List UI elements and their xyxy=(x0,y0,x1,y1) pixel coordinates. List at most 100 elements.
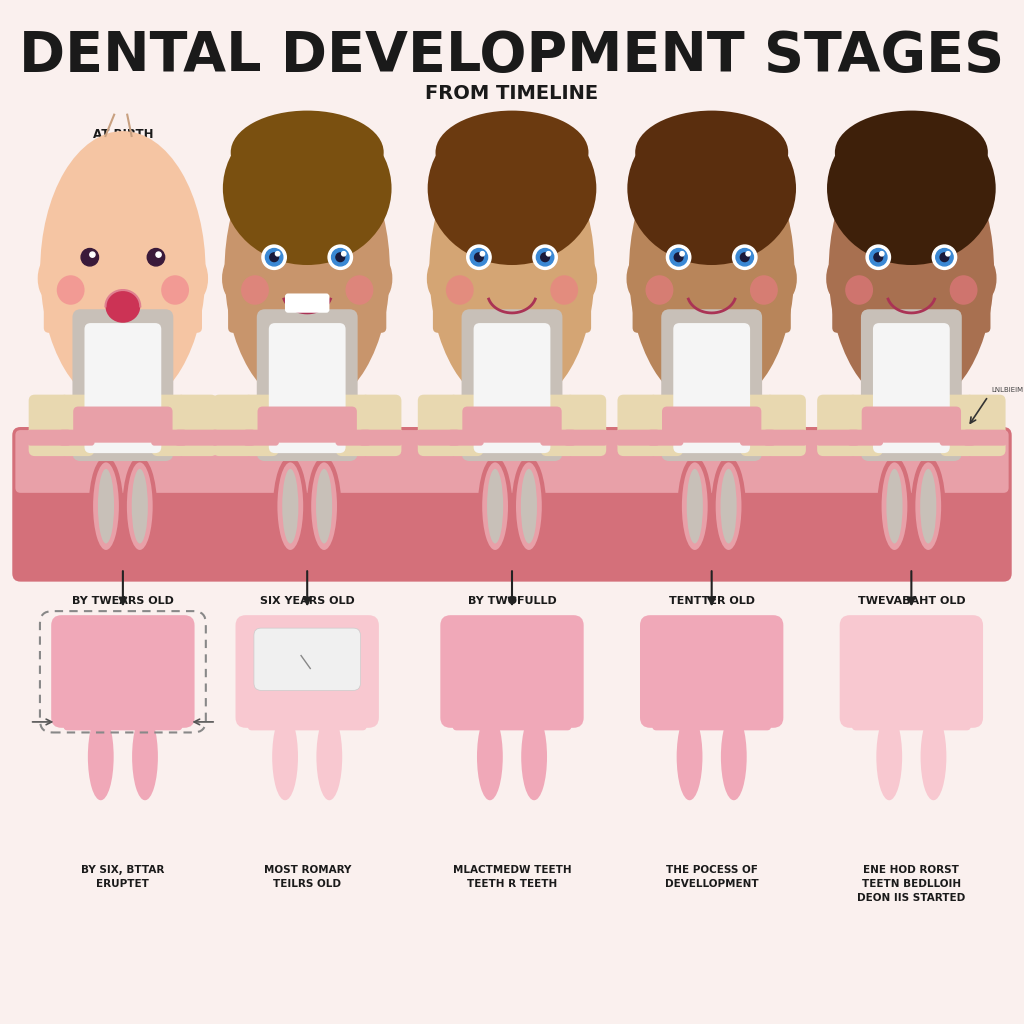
FancyBboxPatch shape xyxy=(964,430,1007,445)
Ellipse shape xyxy=(716,463,741,550)
FancyBboxPatch shape xyxy=(541,394,575,456)
Ellipse shape xyxy=(133,299,166,455)
Ellipse shape xyxy=(429,131,595,410)
FancyBboxPatch shape xyxy=(541,430,575,445)
Ellipse shape xyxy=(512,457,546,556)
Ellipse shape xyxy=(678,457,712,556)
Ellipse shape xyxy=(223,112,391,265)
FancyBboxPatch shape xyxy=(765,394,806,456)
FancyBboxPatch shape xyxy=(285,294,330,312)
FancyBboxPatch shape xyxy=(449,394,483,456)
Text: FROM TIMELINE: FROM TIMELINE xyxy=(425,84,599,103)
Ellipse shape xyxy=(635,111,788,195)
FancyBboxPatch shape xyxy=(51,615,195,728)
Text: TWO YEARS OLD: TWO YEARS OLD xyxy=(252,128,362,141)
Ellipse shape xyxy=(877,713,902,801)
FancyBboxPatch shape xyxy=(228,232,386,333)
Ellipse shape xyxy=(778,259,797,298)
Ellipse shape xyxy=(307,457,341,556)
Ellipse shape xyxy=(682,463,708,550)
Ellipse shape xyxy=(477,713,503,801)
Ellipse shape xyxy=(222,259,241,298)
Ellipse shape xyxy=(283,469,298,544)
Ellipse shape xyxy=(721,713,746,801)
FancyBboxPatch shape xyxy=(336,430,371,445)
Text: TWELVE YEARS: TWELVE YEARS xyxy=(861,128,962,141)
Text: LNLBIEIM: LNLBIEIM xyxy=(991,387,1023,393)
Ellipse shape xyxy=(629,131,795,410)
Ellipse shape xyxy=(712,457,745,556)
FancyBboxPatch shape xyxy=(152,394,186,456)
Circle shape xyxy=(147,249,165,266)
FancyBboxPatch shape xyxy=(648,430,683,445)
Ellipse shape xyxy=(826,259,845,298)
Circle shape xyxy=(467,245,492,269)
FancyBboxPatch shape xyxy=(473,324,551,453)
Ellipse shape xyxy=(521,469,537,544)
Circle shape xyxy=(265,249,283,266)
FancyBboxPatch shape xyxy=(463,407,561,442)
Ellipse shape xyxy=(721,469,736,544)
Ellipse shape xyxy=(273,457,307,556)
FancyBboxPatch shape xyxy=(862,407,961,442)
FancyBboxPatch shape xyxy=(12,427,1012,582)
Ellipse shape xyxy=(828,131,994,410)
FancyBboxPatch shape xyxy=(840,615,983,728)
Circle shape xyxy=(275,252,280,256)
FancyBboxPatch shape xyxy=(59,394,94,456)
FancyBboxPatch shape xyxy=(418,394,459,456)
Ellipse shape xyxy=(628,112,796,265)
Ellipse shape xyxy=(427,259,445,298)
Ellipse shape xyxy=(478,457,512,556)
Ellipse shape xyxy=(278,463,303,550)
FancyBboxPatch shape xyxy=(662,309,762,461)
Ellipse shape xyxy=(272,713,298,801)
Circle shape xyxy=(547,252,551,256)
Ellipse shape xyxy=(550,275,579,305)
FancyBboxPatch shape xyxy=(453,703,571,730)
Ellipse shape xyxy=(89,457,123,556)
Circle shape xyxy=(732,245,757,269)
Circle shape xyxy=(940,253,949,261)
Ellipse shape xyxy=(123,457,157,556)
Ellipse shape xyxy=(56,275,85,305)
Ellipse shape xyxy=(516,463,542,550)
Ellipse shape xyxy=(722,299,755,455)
Ellipse shape xyxy=(264,299,297,455)
FancyBboxPatch shape xyxy=(848,430,883,445)
Text: SIX YEARS OLD: SIX YEARS OLD xyxy=(462,128,562,141)
Circle shape xyxy=(269,253,279,261)
Text: MOST ROMARY
TEILRS OLD: MOST ROMARY TEILRS OLD xyxy=(263,865,351,889)
Circle shape xyxy=(537,249,554,266)
FancyBboxPatch shape xyxy=(268,324,345,453)
Text: DENTAL DEVELOPMENT STAGES: DENTAL DEVELOPMENT STAGES xyxy=(19,29,1005,83)
FancyBboxPatch shape xyxy=(212,430,255,445)
Text: BY TWEARS OLD: BY TWEARS OLD xyxy=(72,596,174,606)
Ellipse shape xyxy=(627,259,645,298)
Circle shape xyxy=(470,249,487,266)
Ellipse shape xyxy=(882,463,907,550)
Ellipse shape xyxy=(40,131,206,410)
FancyBboxPatch shape xyxy=(84,324,161,453)
FancyBboxPatch shape xyxy=(617,394,658,456)
Ellipse shape xyxy=(93,463,119,550)
Circle shape xyxy=(541,253,550,261)
FancyBboxPatch shape xyxy=(28,430,71,445)
Circle shape xyxy=(90,252,95,257)
FancyBboxPatch shape xyxy=(652,703,771,730)
Ellipse shape xyxy=(868,299,901,455)
Text: BY SIX, BTTAR
ERUPTET: BY SIX, BTTAR ERUPTET xyxy=(81,865,165,889)
Ellipse shape xyxy=(316,469,332,544)
FancyBboxPatch shape xyxy=(15,430,1009,493)
Circle shape xyxy=(946,252,950,256)
Ellipse shape xyxy=(878,457,911,556)
Ellipse shape xyxy=(241,275,269,305)
FancyBboxPatch shape xyxy=(257,309,357,461)
Ellipse shape xyxy=(921,469,936,544)
FancyBboxPatch shape xyxy=(433,232,591,333)
Circle shape xyxy=(746,252,751,256)
FancyBboxPatch shape xyxy=(449,430,483,445)
Circle shape xyxy=(670,249,687,266)
FancyBboxPatch shape xyxy=(965,394,1006,456)
FancyBboxPatch shape xyxy=(662,407,761,442)
